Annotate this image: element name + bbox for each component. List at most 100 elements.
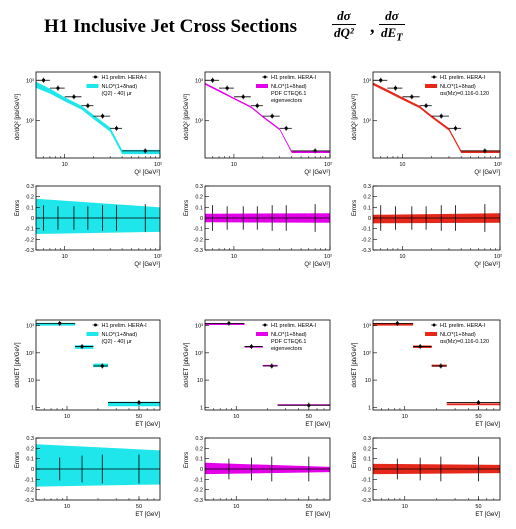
y-tick-label: 10 [365, 378, 371, 384]
legend-entry-1: NLO*(1+δhad) [440, 332, 476, 338]
data-point [395, 321, 399, 326]
y-axis-label: Errors [15, 452, 21, 468]
panel-et-err-3: 10 50 -0.3 -0.2 -0.1 0 0.1 0.2 0.3 ET [GeV] Errors [352, 436, 501, 518]
title-fraction-et-denominator: dET [379, 25, 405, 44]
x-axis-label: Q² [GeV²] [134, 262, 160, 268]
data-point [483, 149, 487, 153]
theory-band [36, 198, 160, 234]
legend-entry-data: H1 prelim. HERA-I [101, 75, 147, 81]
theory-band [205, 462, 330, 475]
data-point [379, 78, 383, 82]
data-point [270, 114, 274, 118]
title-fraction-et-den-sub: T [396, 31, 403, 44]
y-tick-label: -0.3 [194, 248, 203, 254]
data-point [439, 114, 443, 118]
y-tick-label: -0.2 [194, 488, 203, 494]
data-point [101, 114, 105, 118]
y-tick-label: 0 [368, 216, 371, 222]
legend-entry-1: NLO*(1+δhad) [101, 84, 137, 90]
title-comma: , [370, 16, 375, 36]
legend-marker-band [256, 84, 268, 88]
y-tick-label: 10³ [195, 324, 203, 330]
y-axis-label: dσ/dQ² [pb/GeV²] [184, 94, 190, 140]
x-tick-label: 10 [233, 504, 239, 510]
y-axis-label: dσ/dET [pb/GeV] [15, 342, 21, 387]
x-tick-label: 10 [64, 414, 70, 420]
legend-entry-1: NLO*(1+δhad) [271, 84, 307, 90]
y-tick-label: 0.2 [363, 195, 371, 201]
y-tick-label: -0.1 [194, 227, 203, 233]
data-point [249, 344, 254, 349]
y-tick-label: 0 [31, 216, 34, 222]
y-tick-label: 0 [200, 467, 203, 473]
theory-band [36, 322, 160, 407]
data-point [313, 149, 317, 153]
y-tick-label: 10³ [363, 324, 371, 330]
x-tick-label: 50 [136, 504, 142, 510]
panel-et-err-2: 10 50 -0.3 -0.2 -0.1 0 0.1 0.2 0.3 ET [GeV] Errors [184, 436, 331, 518]
y-axis-label: dσ/dQ² [pb/GeV²] [352, 94, 358, 140]
y-tick-label: 10² [26, 119, 34, 125]
y-tick-label: 0.1 [363, 205, 371, 211]
data-point [270, 364, 274, 368]
panel-q2-err-3: 10 10² -0.3 -0.2 -0.1 0 0.1 0.2 0.3 Q² [GeV²] Erro… [352, 184, 502, 268]
legend-entry-2: PDF CTEQ6.1 [271, 339, 306, 345]
y-tick-label: -0.3 [194, 498, 203, 504]
y-tick-label: 1 [31, 405, 34, 411]
page-title-text: H1 Inclusive Jet Cross Sections [44, 16, 297, 37]
x-tick-label: 10² [494, 254, 502, 260]
panel-et-xsec-2: 10 50 1 10 10² 10³ ET [GeV] dσ/dET [pb/GeV] H1 p… [184, 319, 331, 428]
plot-frame [204, 71, 331, 159]
x-tick-label: 50 [306, 414, 312, 420]
theory-band [36, 444, 160, 487]
legend-entry-1: NLO*(1+δhad) [271, 332, 307, 338]
x-axis-label: Q² [GeV²] [474, 262, 500, 268]
y-tick-label: 1 [200, 405, 203, 411]
data-point [143, 149, 147, 153]
x-tick-label: 10 [233, 414, 239, 420]
x-tick-label: 50 [475, 504, 481, 510]
y-axis-label: Errors [184, 452, 190, 468]
y-tick-label: -0.3 [362, 248, 371, 254]
data-point [227, 321, 231, 326]
data-point [424, 104, 428, 108]
legend-entry-3: eigenvectors [271, 346, 302, 352]
legend-entry-1: NLO*(1+δhad) [101, 332, 137, 338]
data-point [80, 344, 84, 349]
data-point [241, 95, 245, 99]
legend-marker-band [256, 332, 268, 336]
data-point [41, 78, 46, 82]
y-tick-label: -0.2 [25, 237, 34, 243]
plot-frame [372, 71, 501, 159]
legend-marker-band [425, 332, 438, 336]
y-tick-label: -0.2 [362, 488, 371, 494]
data-point [225, 86, 229, 90]
y-tick-label: -0.1 [25, 227, 34, 233]
legend-entry-2: αs(Mz)=0.116-0.120 [440, 339, 489, 345]
y-tick-label: 0.3 [26, 436, 34, 442]
data-point [284, 126, 288, 130]
x-axis-label: Q² [GeV²] [474, 170, 500, 176]
x-tick-label: 50 [306, 504, 312, 510]
y-tick-label: -0.3 [362, 498, 371, 504]
data-point [56, 86, 60, 90]
panel-et-xsec-3: 10 50 1 10 10² 10³ ET [GeV] dσ/dET [pb/GeV] H1 p… [352, 319, 501, 428]
y-tick-label: -0.2 [194, 237, 203, 243]
y-tick-label: 0.3 [26, 184, 34, 190]
y-tick-label: -0.3 [25, 498, 34, 504]
panel-q2-xsec-1: 10 10² 10² 10³ Q² [GeV²] dσ/dQ² [pb/GeV²] H1 p… [15, 71, 162, 176]
x-tick-label: 10 [231, 254, 237, 260]
data-point [137, 400, 141, 405]
legend-entry-2: PDF CTEQ6.1 [271, 91, 306, 97]
y-axis-label: Errors [184, 200, 190, 216]
x-axis-label: ET [GeV] [475, 422, 500, 428]
x-tick-label: 10² [324, 162, 332, 168]
data-point [255, 104, 259, 108]
x-tick-label: 50 [136, 414, 142, 420]
x-axis-label: ET [GeV] [135, 512, 160, 518]
x-axis-label: Q² [GeV²] [304, 170, 330, 176]
y-tick-label: 0.2 [26, 446, 34, 452]
y-tick-label: 0.1 [26, 205, 34, 211]
y-axis-label: Errors [15, 200, 21, 216]
data-point [393, 86, 398, 90]
